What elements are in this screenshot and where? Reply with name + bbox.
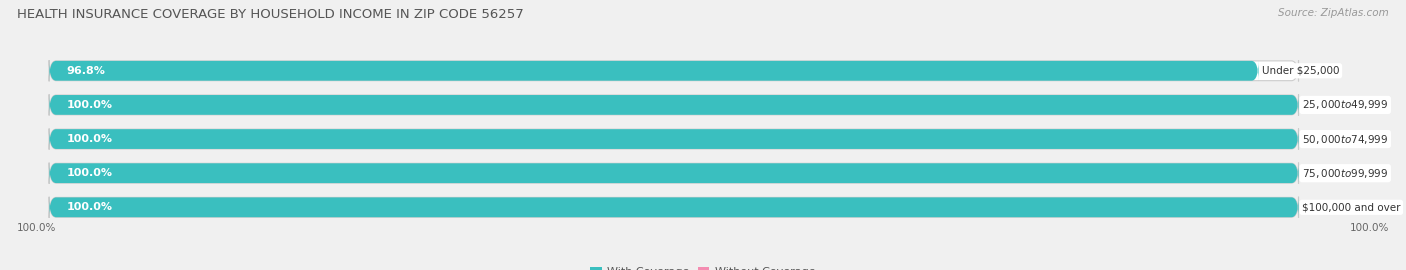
FancyBboxPatch shape — [49, 163, 1299, 184]
FancyBboxPatch shape — [49, 197, 1299, 218]
Text: $100,000 and over: $100,000 and over — [1302, 202, 1400, 212]
Text: 100.0%: 100.0% — [17, 224, 56, 234]
Text: 96.8%: 96.8% — [66, 66, 105, 76]
Text: Source: ZipAtlas.com: Source: ZipAtlas.com — [1278, 8, 1389, 18]
Text: $25,000 to $49,999: $25,000 to $49,999 — [1302, 99, 1388, 112]
FancyBboxPatch shape — [49, 129, 1299, 150]
FancyBboxPatch shape — [49, 129, 1299, 150]
Text: 100.0%: 100.0% — [66, 168, 112, 178]
FancyBboxPatch shape — [49, 197, 1299, 218]
FancyBboxPatch shape — [49, 163, 1299, 184]
Text: 100.0%: 100.0% — [1350, 224, 1389, 234]
FancyBboxPatch shape — [49, 60, 1258, 81]
Text: 100.0%: 100.0% — [66, 202, 112, 212]
Legend: With Coverage, Without Coverage: With Coverage, Without Coverage — [586, 263, 820, 270]
FancyBboxPatch shape — [49, 94, 1299, 116]
Text: $75,000 to $99,999: $75,000 to $99,999 — [1302, 167, 1388, 180]
FancyBboxPatch shape — [49, 94, 1299, 116]
Text: 100.0%: 100.0% — [66, 100, 112, 110]
Text: 100.0%: 100.0% — [66, 134, 112, 144]
FancyBboxPatch shape — [49, 60, 1299, 81]
Text: HEALTH INSURANCE COVERAGE BY HOUSEHOLD INCOME IN ZIP CODE 56257: HEALTH INSURANCE COVERAGE BY HOUSEHOLD I… — [17, 8, 523, 21]
Text: $50,000 to $74,999: $50,000 to $74,999 — [1302, 133, 1388, 146]
Text: Under $25,000: Under $25,000 — [1263, 66, 1340, 76]
